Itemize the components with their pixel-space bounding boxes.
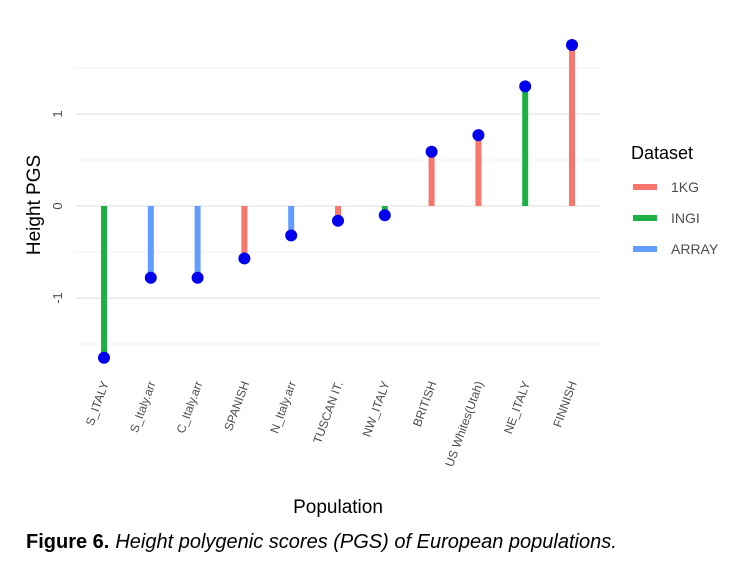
lollipop-point — [472, 129, 484, 141]
figure-caption-text: Height polygenic scores (PGS) of Europea… — [115, 531, 616, 553]
figure-label: Figure 6. — [26, 531, 109, 553]
x-tick-label: TUSCAN IT. — [310, 379, 346, 445]
y-axis-title: Height PGS — [24, 155, 45, 255]
legend: Dataset 1KG INGI ARRAY — [631, 143, 719, 257]
legend-label: ARRAY — [671, 241, 719, 257]
lollipop-chart: -1 0 1 S_ITALY S_Italy.arr C_Italy.arr SPANIS… — [0, 0, 740, 525]
x-tick-label: S_Italy.arr — [127, 379, 159, 434]
y-tick-label: -1 — [50, 292, 65, 304]
legend-title: Dataset — [631, 143, 693, 163]
lollipop-point — [519, 80, 531, 92]
y-tick-label: 0 — [50, 202, 65, 209]
lollipop-point — [426, 146, 438, 158]
x-tick-label: NE_ITALY — [501, 379, 533, 435]
x-tick-label: NW_ITALY — [360, 379, 393, 439]
lollipop-point — [379, 209, 391, 221]
lollipop-point — [98, 352, 110, 364]
x-tick-label: FINNISH — [550, 379, 580, 429]
lollipop-point — [238, 252, 250, 264]
x-axis-ticks: S_ITALY S_Italy.arr C_Italy.arr SPANISH N_It… — [83, 379, 580, 468]
legend-label: 1KG — [671, 179, 699, 195]
lollipop-point — [192, 272, 204, 284]
x-axis-title: Population — [293, 497, 383, 518]
lollipop-point — [285, 229, 297, 241]
lollipop-points — [98, 39, 578, 364]
lollipop-point — [332, 215, 344, 227]
lollipop-point — [145, 272, 157, 284]
x-tick-label: N_Italy.arr — [267, 379, 299, 435]
x-tick-label: C_Italy.arr — [174, 379, 206, 435]
x-tick-label: US Whites(Utah) — [442, 379, 486, 468]
lollipop-point — [566, 39, 578, 51]
lollipop-stems — [104, 45, 572, 358]
x-tick-label: BRITISH — [410, 379, 439, 428]
legend-label: INGI — [671, 210, 700, 226]
figure-caption: Figure 6. Height polygenic scores (PGS) o… — [26, 531, 617, 554]
x-tick-label: S_ITALY — [83, 379, 112, 427]
x-tick-label: SPANISH — [221, 379, 252, 432]
y-axis-ticks: -1 0 1 — [50, 110, 65, 303]
y-tick-label: 1 — [50, 110, 65, 117]
